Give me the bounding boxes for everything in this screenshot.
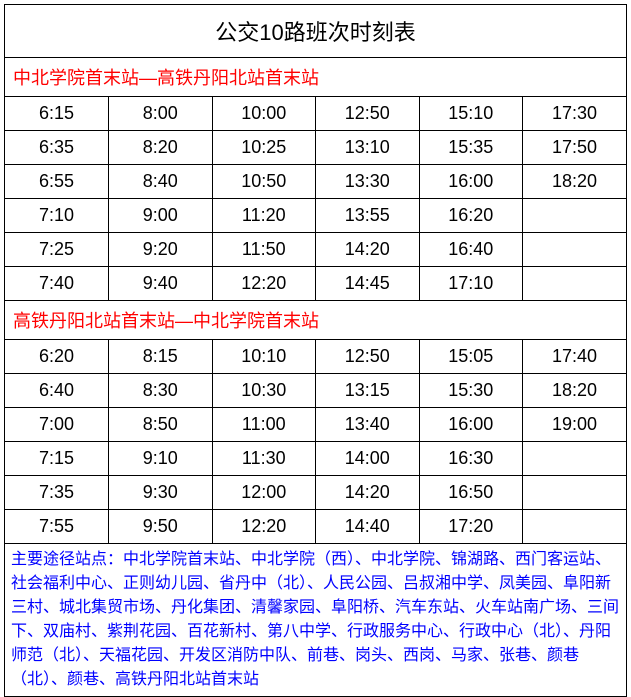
time-cell: 17:20 (419, 510, 523, 544)
time-cell: 9:20 (109, 233, 213, 267)
table-row: 6:558:4010:5013:3016:0018:20 (5, 165, 626, 199)
time-cell: 15:10 (419, 97, 523, 131)
time-cell: 7:10 (5, 199, 109, 233)
time-cell: 7:00 (5, 408, 109, 442)
time-cell (523, 476, 627, 510)
time-cell: 10:10 (212, 340, 316, 374)
time-cell: 7:35 (5, 476, 109, 510)
time-cell: 14:45 (316, 267, 420, 301)
time-cell (523, 267, 627, 301)
time-cell: 8:30 (109, 374, 213, 408)
time-cell (523, 233, 627, 267)
time-cell: 14:20 (316, 233, 420, 267)
time-cell: 8:50 (109, 408, 213, 442)
stations-text: 中北学院首末站、中北学院（西）、中北学院、锦湖路、西门客运站、社会福利中心、正则… (11, 551, 619, 688)
time-cell: 16:50 (419, 476, 523, 510)
time-cell: 13:10 (316, 131, 420, 165)
time-cell: 7:55 (5, 510, 109, 544)
time-cell: 6:20 (5, 340, 109, 374)
time-cell: 9:40 (109, 267, 213, 301)
stations-label: 主要途径站点： (11, 551, 123, 568)
page-title: 公交10路班次时刻表 (5, 5, 626, 58)
table-row: 6:208:1510:1012:5015:0517:40 (5, 340, 626, 374)
time-cell: 8:40 (109, 165, 213, 199)
time-cell: 17:50 (523, 131, 627, 165)
schedule-table-2: 6:208:1510:1012:5015:0517:406:408:3010:3… (5, 340, 626, 543)
time-cell: 7:40 (5, 267, 109, 301)
table-row: 7:109:0011:2013:5516:20 (5, 199, 626, 233)
time-cell: 7:25 (5, 233, 109, 267)
time-cell: 13:55 (316, 199, 420, 233)
table-row: 7:559:5012:2014:4017:20 (5, 510, 626, 544)
time-cell: 16:30 (419, 442, 523, 476)
time-cell (523, 442, 627, 476)
time-cell: 18:20 (523, 374, 627, 408)
time-cell: 15:35 (419, 131, 523, 165)
time-cell: 11:20 (212, 199, 316, 233)
time-cell: 9:00 (109, 199, 213, 233)
table-row: 7:359:3012:0014:2016:50 (5, 476, 626, 510)
time-cell: 16:00 (419, 165, 523, 199)
time-cell: 11:50 (212, 233, 316, 267)
table-row: 6:158:0010:0012:5015:1017:30 (5, 97, 626, 131)
time-cell: 8:00 (109, 97, 213, 131)
time-cell: 9:30 (109, 476, 213, 510)
time-cell: 12:00 (212, 476, 316, 510)
time-cell: 10:30 (212, 374, 316, 408)
schedule-table-1: 6:158:0010:0012:5015:1017:306:358:2010:2… (5, 97, 626, 300)
time-cell: 16:00 (419, 408, 523, 442)
time-cell: 17:10 (419, 267, 523, 301)
time-cell: 11:00 (212, 408, 316, 442)
time-cell: 16:20 (419, 199, 523, 233)
time-cell: 10:25 (212, 131, 316, 165)
direction-heading-1: 中北学院首末站—高铁丹阳北站首末站 (5, 58, 626, 97)
table-row: 6:358:2010:2513:1015:3517:50 (5, 131, 626, 165)
time-cell: 15:30 (419, 374, 523, 408)
time-cell: 11:30 (212, 442, 316, 476)
time-cell: 8:20 (109, 131, 213, 165)
time-cell: 18:20 (523, 165, 627, 199)
table-row: 7:159:1011:3014:0016:30 (5, 442, 626, 476)
time-cell: 10:00 (212, 97, 316, 131)
time-cell: 12:20 (212, 510, 316, 544)
table-row: 6:408:3010:3013:1515:3018:20 (5, 374, 626, 408)
time-cell: 13:30 (316, 165, 420, 199)
time-cell: 6:55 (5, 165, 109, 199)
time-cell: 12:50 (316, 340, 420, 374)
time-cell: 9:10 (109, 442, 213, 476)
time-cell: 14:00 (316, 442, 420, 476)
time-cell: 10:50 (212, 165, 316, 199)
timetable-container: 公交10路班次时刻表 中北学院首末站—高铁丹阳北站首末站 6:158:0010:… (4, 4, 627, 697)
time-cell: 16:40 (419, 233, 523, 267)
time-cell (523, 199, 627, 233)
time-cell: 6:40 (5, 374, 109, 408)
time-cell: 12:20 (212, 267, 316, 301)
table-row: 7:008:5011:0013:4016:0019:00 (5, 408, 626, 442)
time-cell: 14:20 (316, 476, 420, 510)
time-cell: 12:50 (316, 97, 420, 131)
time-cell: 8:15 (109, 340, 213, 374)
time-cell: 19:00 (523, 408, 627, 442)
time-cell: 13:40 (316, 408, 420, 442)
time-cell: 17:40 (523, 340, 627, 374)
time-cell: 14:40 (316, 510, 420, 544)
time-cell: 6:35 (5, 131, 109, 165)
time-cell: 6:15 (5, 97, 109, 131)
table-row: 7:259:2011:5014:2016:40 (5, 233, 626, 267)
time-cell: 9:50 (109, 510, 213, 544)
stations-block: 主要途径站点：中北学院首末站、中北学院（西）、中北学院、锦湖路、西门客运站、社会… (5, 543, 626, 696)
direction-heading-2: 高铁丹阳北站首末站—中北学院首末站 (5, 300, 626, 340)
table-row: 7:409:4012:2014:4517:10 (5, 267, 626, 301)
time-cell: 17:30 (523, 97, 627, 131)
time-cell: 7:15 (5, 442, 109, 476)
time-cell (523, 510, 627, 544)
time-cell: 13:15 (316, 374, 420, 408)
time-cell: 15:05 (419, 340, 523, 374)
